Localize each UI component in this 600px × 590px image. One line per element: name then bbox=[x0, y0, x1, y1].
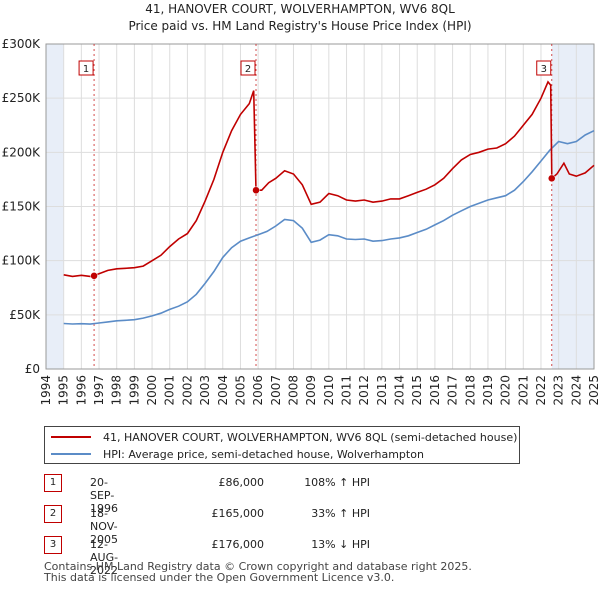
sale-label-text: 2 bbox=[245, 64, 251, 75]
x-tick-label: 2006 bbox=[251, 375, 265, 406]
sale-label-box bbox=[240, 60, 256, 76]
sale-label-box bbox=[536, 60, 552, 76]
sale-label-box bbox=[78, 60, 94, 76]
property-series-line bbox=[63, 80, 595, 278]
x-tick-label: 2007 bbox=[269, 375, 283, 406]
footer: Contains HM Land Registry data © Crown c… bbox=[44, 561, 472, 583]
x-tick-label: 2001 bbox=[163, 375, 177, 406]
x-tick-label: 2011 bbox=[340, 375, 354, 406]
x-tick-label: 2005 bbox=[233, 375, 247, 406]
legend: 41, HANOVER COURT, WOLVERHAMPTON, WV6 8Q… bbox=[44, 426, 520, 464]
x-tick-label: 2004 bbox=[216, 375, 230, 406]
x-tick-label: 2012 bbox=[357, 375, 371, 406]
footer-licence: This data is licensed under the Open Gov… bbox=[44, 571, 395, 584]
x-tick-label: 1998 bbox=[110, 375, 124, 406]
x-tick-label: 2000 bbox=[145, 375, 159, 406]
x-tick-label: 2023 bbox=[552, 375, 566, 406]
hpi-series-line bbox=[63, 129, 595, 325]
x-tick-label: 1997 bbox=[92, 375, 106, 406]
y-tick-label: £250K bbox=[2, 91, 42, 105]
x-tick-label: 2016 bbox=[428, 375, 442, 406]
x-tick-label: 1996 bbox=[74, 375, 88, 406]
sale-price: £165,000 bbox=[211, 507, 265, 520]
legend-label-property: 41, HANOVER COURT, WOLVERHAMPTON, WV6 8Q… bbox=[103, 430, 518, 444]
plot-frame bbox=[45, 43, 595, 370]
sale-marker-badge: 3 bbox=[44, 536, 62, 554]
x-tick-label: 2017 bbox=[446, 375, 460, 406]
x-tick-label: 2022 bbox=[534, 375, 548, 406]
sale-marker-badge: 1 bbox=[44, 474, 62, 492]
x-tick-label: 2014 bbox=[393, 375, 407, 406]
legend-swatch-hpi bbox=[51, 453, 91, 455]
x-tick-label: 2008 bbox=[286, 375, 300, 406]
x-tick-label: 2009 bbox=[304, 375, 318, 406]
sale-date: 20-SEP-1996 bbox=[90, 476, 118, 515]
y-tick-label: £100K bbox=[2, 254, 42, 268]
x-tick-label: 2025 bbox=[587, 375, 600, 406]
legend-label-hpi: HPI: Average price, semi-detached house,… bbox=[103, 447, 424, 461]
y-tick-label: £150K bbox=[2, 200, 42, 214]
x-tick-label: 2003 bbox=[198, 375, 212, 406]
y-tick-label: £50K bbox=[9, 308, 41, 322]
y-tick-label: £200K bbox=[2, 145, 42, 159]
x-tick-label: 2010 bbox=[322, 375, 336, 406]
sale-point bbox=[90, 272, 98, 280]
x-tick-label: 2013 bbox=[375, 375, 389, 406]
sale-hpi-change: 108% ↑ HPI bbox=[304, 476, 370, 489]
sale-label-text: 1 bbox=[83, 64, 89, 75]
x-tick-label: 1995 bbox=[57, 375, 71, 406]
legend-item-hpi: HPI: Average price, semi-detached house,… bbox=[51, 446, 424, 462]
sale-marker-badge: 2 bbox=[44, 505, 62, 523]
x-tick-label: 2015 bbox=[410, 375, 424, 406]
y-tick-label: £0 bbox=[25, 362, 40, 376]
sale-date: 18-NOV-2005 bbox=[90, 507, 118, 546]
x-tick-label: 2021 bbox=[516, 375, 530, 406]
x-tick-label: 1994 bbox=[39, 375, 53, 406]
y-tick-label: £300K bbox=[2, 37, 42, 51]
x-tick-label: 2019 bbox=[481, 375, 495, 406]
sale-price: £176,000 bbox=[211, 538, 265, 551]
sale-hpi-change: 33% ↑ HPI bbox=[311, 507, 370, 520]
x-tick-label: 1999 bbox=[127, 375, 141, 406]
chart-subtitle: Price paid vs. HM Land Registry's House … bbox=[128, 19, 472, 33]
x-tick-label: 2002 bbox=[180, 375, 194, 406]
chart-title: 41, HANOVER COURT, WOLVERHAMPTON, WV6 8Q… bbox=[145, 2, 455, 16]
x-tick-label: 2018 bbox=[463, 375, 477, 406]
sale-hpi-change: 13% ↓ HPI bbox=[311, 538, 370, 551]
legend-swatch-property bbox=[51, 436, 91, 438]
sale-point bbox=[252, 186, 260, 194]
sale-date: 12-AUG-2022 bbox=[90, 538, 119, 577]
legend-item-property: 41, HANOVER COURT, WOLVERHAMPTON, WV6 8Q… bbox=[51, 429, 517, 445]
sale-price: £86,000 bbox=[218, 476, 265, 489]
sale-point bbox=[548, 174, 556, 183]
sale-label-text: 3 bbox=[541, 64, 547, 75]
footer-copyright: Contains HM Land Registry data © Crown c… bbox=[44, 560, 472, 573]
x-tick-label: 2020 bbox=[499, 375, 513, 406]
x-tick-label: 2024 bbox=[569, 375, 583, 406]
